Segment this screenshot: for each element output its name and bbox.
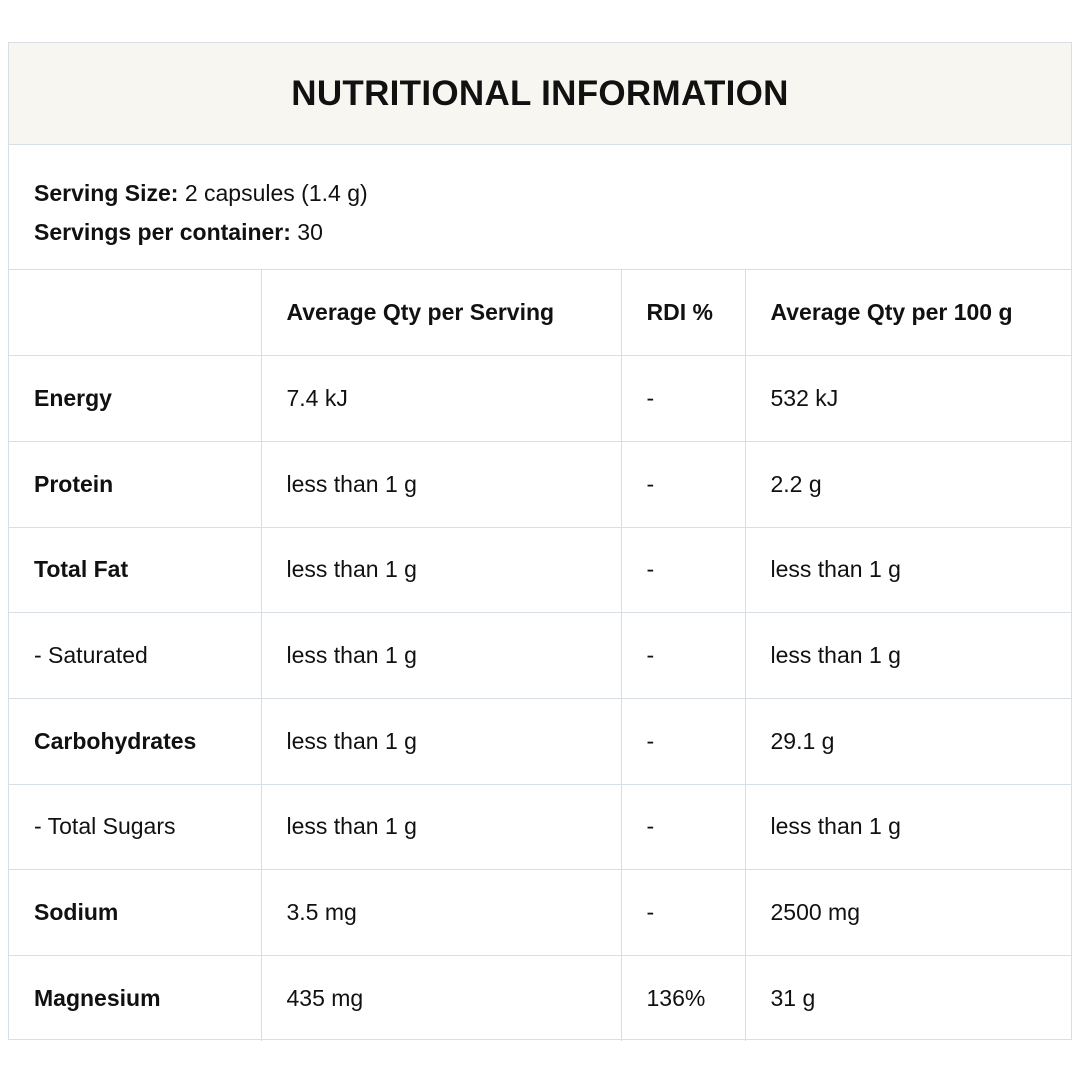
per-serving-value: 435 mg: [260, 955, 622, 1042]
title-bar: NUTRITIONAL INFORMATION: [9, 43, 1071, 145]
nutrient-name: - Saturated: [9, 612, 262, 699]
table-row: Carbohydrates less than 1 g -29.1 g: [9, 697, 1071, 785]
table-row: - Saturated less than 1 g - less than 1 g: [9, 612, 1071, 699]
nutrient-name: Protein: [9, 440, 262, 528]
per-serving-value: less than 1 g: [260, 783, 622, 871]
rdi-value: -: [620, 697, 746, 785]
nutrient-name: Carbohydrates: [9, 697, 262, 785]
table-row: Protein less than 1 g -2.2 g: [9, 440, 1071, 528]
table-header-row: Average Qty per Serving RDI % Average Qt…: [9, 270, 1071, 357]
table-row: Total Fat less than 1 g - less than 1 g: [9, 526, 1071, 614]
header-nutrient: [9, 270, 262, 357]
per-100g-value: less than 1 g: [744, 526, 1071, 614]
rdi-value: 136%: [620, 955, 746, 1042]
table-row: Energy 7.4 kJ -532 kJ: [9, 355, 1071, 442]
per-serving-value: 7.4 kJ: [260, 355, 622, 442]
rdi-value: -: [620, 783, 746, 871]
table-row: - Total Sugars less than 1 g - less than 1 …: [9, 783, 1071, 871]
header-avg-per-serving: Average Qty per Serving: [260, 270, 622, 357]
rdi-value: -: [620, 612, 746, 699]
servings-per-container-label: Servings per container:: [34, 219, 291, 245]
nutrient-name: Magnesium: [9, 955, 262, 1042]
per-serving-value: less than 1 g: [260, 697, 622, 785]
servings-per-container-line: Servings per container: 30: [34, 213, 1071, 252]
table-row: Sodium 3.5 mg -2500 mg: [9, 869, 1071, 956]
servings-per-container-value: 30: [290, 219, 323, 245]
rdi-value: -: [620, 869, 746, 956]
header-rdi: RDI %: [620, 270, 746, 357]
serving-size-value: 2 capsules (1.4 g): [178, 180, 368, 206]
per-100g-value: 2500 mg: [744, 869, 1071, 956]
per-serving-value: less than 1 g: [260, 526, 622, 614]
per-100g-value: less than 1 g: [744, 612, 1071, 699]
nutrient-name: Total Fat: [9, 526, 262, 614]
nutrition-panel: NUTRITIONAL INFORMATION Serving Size: 2 …: [8, 42, 1072, 1042]
per-serving-value: 3.5 mg: [260, 869, 622, 956]
rdi-value: -: [620, 526, 746, 614]
rdi-value: -: [620, 355, 746, 442]
page-title: NUTRITIONAL INFORMATION: [291, 73, 789, 113]
per-100g-value: 29.1 g: [744, 697, 1071, 785]
per-100g-value: less than 1 g: [744, 783, 1071, 871]
nutrient-name: Sodium: [9, 869, 262, 956]
per-serving-value: less than 1 g: [260, 440, 622, 528]
per-100g-value: 532 kJ: [744, 355, 1071, 442]
serving-size-line: Serving Size: 2 capsules (1.4 g): [34, 174, 1071, 213]
table-row: Magnesium 435 mg 136% 31 g: [9, 955, 1071, 1042]
per-100g-value: 31 g: [744, 955, 1071, 1042]
nutrition-table: Average Qty per Serving RDI % Average Qt…: [9, 270, 1071, 1042]
serving-size-label: Serving Size:: [34, 180, 179, 206]
per-100g-value: 2.2 g: [744, 440, 1071, 528]
serving-info: Serving Size: 2 capsules (1.4 g) Serving…: [9, 145, 1071, 270]
nutrient-name: - Total Sugars: [9, 783, 262, 871]
nutrient-name: Energy: [9, 355, 262, 442]
header-avg-per-100g: Average Qty per 100 g: [744, 270, 1071, 357]
rdi-value: -: [620, 440, 746, 528]
per-serving-value: less than 1 g: [260, 612, 622, 699]
